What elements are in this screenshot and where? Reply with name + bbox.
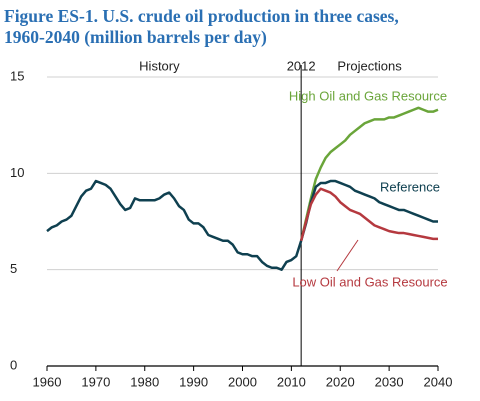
x-tick-label: 1970 — [81, 374, 110, 389]
x-tick-label: 1990 — [179, 374, 208, 389]
y-tick-label: 5 — [10, 261, 17, 276]
annotation: History — [139, 58, 180, 73]
y-tick-label: 10 — [10, 165, 24, 180]
x-tick-label: 1980 — [130, 374, 159, 389]
annotation: Projections — [337, 58, 402, 73]
x-tick-label: 2040 — [424, 374, 453, 389]
y-tick-label: 15 — [10, 68, 24, 83]
series-line — [299, 187, 438, 242]
series-label: High Oil and Gas Resource — [289, 88, 447, 103]
series-line — [46, 179, 438, 271]
x-tick-label: 2000 — [228, 374, 257, 389]
x-tick-label: 2010 — [277, 374, 306, 389]
title-block: Figure ES-1. U.S. crude oil production i… — [4, 6, 399, 48]
x-tick-label: 2030 — [375, 374, 404, 389]
leader-line — [336, 239, 359, 272]
annotation: 2012 — [287, 58, 316, 73]
x-tick-label: 1960 — [33, 374, 62, 389]
series-label: Reference — [380, 179, 440, 194]
chart-title: Figure ES-1. U.S. crude oil production i… — [4, 6, 399, 26]
chart-subtitle: 1960-2040 (million barrels per day) — [4, 27, 267, 47]
y-tick-label: 0 — [10, 357, 17, 372]
series-label: Low Oil and Gas Resource — [292, 274, 447, 289]
x-tick-label: 2020 — [326, 374, 355, 389]
series-line — [299, 106, 439, 242]
